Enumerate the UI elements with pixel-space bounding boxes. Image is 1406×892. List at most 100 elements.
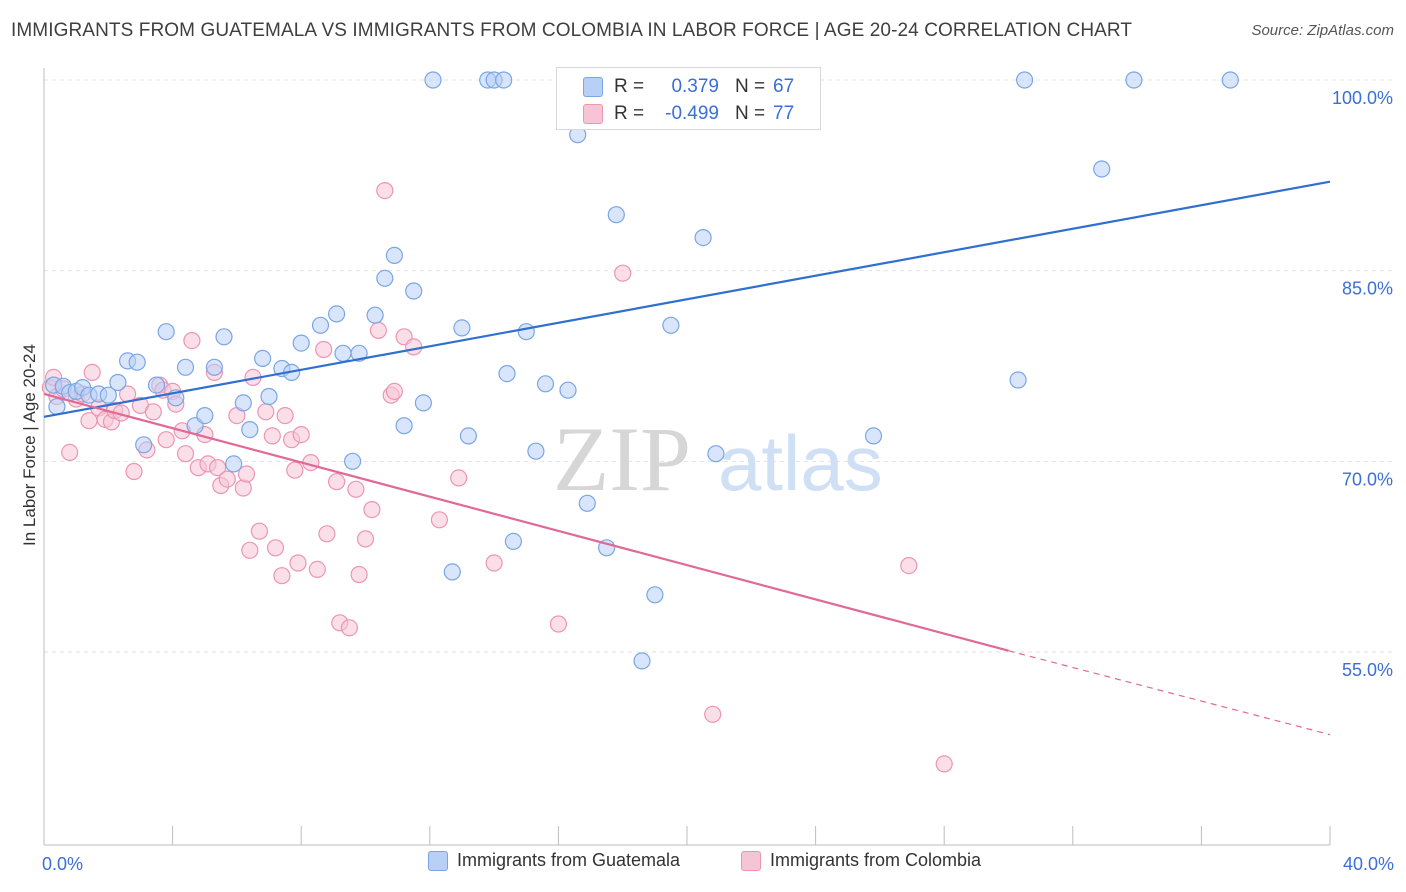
stats-legend: R = 0.379 N = 67 R = -0.499 N = 77 (556, 67, 821, 130)
legend-label-guatemala: Immigrants from Guatemala (457, 850, 681, 870)
n-value: 77 (773, 103, 795, 124)
legend-label-colombia: Immigrants from Colombia (770, 850, 982, 870)
guatemala-point (205, 358, 223, 376)
guatemala-point (176, 358, 195, 376)
guatemala-point (292, 334, 310, 352)
guatemala-point (662, 316, 680, 334)
guatemala-point (99, 386, 117, 404)
guatemala-trend-line (43, 180, 1331, 418)
colombia-point (350, 565, 368, 584)
colombia-point (183, 332, 201, 350)
x-tick-label: 0.0% (42, 854, 83, 874)
colombia-point (276, 407, 294, 425)
guatemala-point (453, 319, 471, 337)
colombia-swatch (583, 104, 603, 124)
colombia-point (318, 525, 336, 543)
colombia-trend-extension (1008, 650, 1331, 736)
stats-row-colombia: R = -0.499 N = 77 (557, 100, 820, 128)
guatemala-point (578, 494, 596, 512)
guatemala-point (196, 407, 214, 425)
guatemala-point (504, 532, 523, 551)
colombia-point (356, 530, 375, 548)
gridlines (44, 79, 1395, 653)
y-tick-label: 100.0% (1332, 88, 1393, 108)
legend-item-guatemala[interactable]: Immigrants from Guatemala (428, 850, 680, 871)
x-tick-label: 40.0% (1343, 854, 1394, 874)
watermark-atlas: atlas (718, 419, 883, 507)
guatemala-point (128, 353, 146, 371)
colombia-point (273, 567, 291, 585)
colombia-point (376, 182, 394, 200)
guatemala-swatch (583, 77, 603, 97)
colombia-point (289, 554, 307, 572)
guatemala-point (215, 328, 233, 346)
stats-row-guatemala: R = 0.379 N = 67 (557, 73, 820, 101)
guatemala-point (311, 316, 330, 334)
n-label: N = (735, 103, 766, 124)
guatemala-point (414, 394, 432, 412)
guatemala-point (707, 445, 725, 463)
guatemala-point (1125, 71, 1143, 89)
colombia-point (250, 522, 268, 540)
r-label: R = (614, 103, 645, 124)
guatemala-legend-swatch (428, 850, 448, 871)
guatemala-point (633, 652, 651, 670)
colombia-point (347, 480, 365, 498)
colombia-point (237, 465, 256, 483)
n-value: 67 (773, 76, 795, 97)
colombia-point (935, 755, 953, 773)
colombia-point (549, 615, 568, 633)
colombia-point (144, 403, 162, 421)
guatemala-point (495, 71, 513, 89)
colombia-point (369, 321, 387, 339)
colombia-point (83, 363, 101, 381)
colombia-point (61, 443, 79, 461)
guatemala-point (225, 455, 243, 473)
bottom-legend: Immigrants from Guatemala Immigrants fro… (0, 850, 1406, 880)
guatemala-point (498, 365, 516, 383)
y-axis-label-wrap: In Labor Force | Age 20-24 (16, 300, 44, 590)
colombia-point (340, 619, 358, 637)
colombia-point (430, 511, 448, 529)
colombia-point (234, 479, 252, 497)
n-label: N = (735, 76, 766, 97)
guatemala-point (517, 323, 535, 341)
colombia-legend-swatch (741, 850, 761, 871)
colombia-point (308, 560, 326, 579)
source-label: Source: ZipAtlas.com (1251, 22, 1394, 39)
guatemala-point (109, 373, 127, 392)
guatemala-point (147, 376, 166, 394)
chart-title: IMMIGRANTS FROM GUATEMALA VS IMMIGRANTS … (11, 20, 1133, 41)
legend-item-colombia[interactable]: Immigrants from Colombia (741, 850, 981, 871)
guatemala-point (366, 306, 384, 324)
guatemala-point (334, 344, 352, 362)
colombia-point (218, 470, 236, 488)
y-tick-label: 55.0% (1342, 660, 1393, 680)
colombia-point (266, 539, 285, 557)
colombia-point (286, 461, 304, 479)
guatemala-point (344, 452, 362, 470)
guatemala-point (527, 442, 545, 460)
r-value: -0.499 (665, 103, 719, 124)
r-value: 0.379 (671, 76, 719, 97)
guatemala-point (1221, 71, 1239, 89)
y-tick-label: 85.0% (1342, 279, 1393, 299)
colombia-point (157, 431, 175, 449)
colombia-point (263, 427, 281, 445)
guatemala-point (241, 421, 259, 439)
guatemala-point (376, 269, 394, 287)
guatemala-point (234, 394, 252, 412)
colombia-point (125, 462, 143, 481)
guatemala-point (1015, 71, 1034, 89)
guatemala-point (405, 282, 423, 300)
guatemala-point (864, 427, 883, 445)
guatemala-point (328, 305, 346, 323)
guatemala-point (350, 344, 368, 362)
y-tick-label: 70.0% (1342, 469, 1393, 489)
colombia-point (209, 459, 227, 477)
guatemala-point (459, 427, 477, 445)
guatemala-point (607, 206, 625, 224)
colombia-point (704, 705, 722, 723)
guatemala-point (157, 323, 175, 341)
